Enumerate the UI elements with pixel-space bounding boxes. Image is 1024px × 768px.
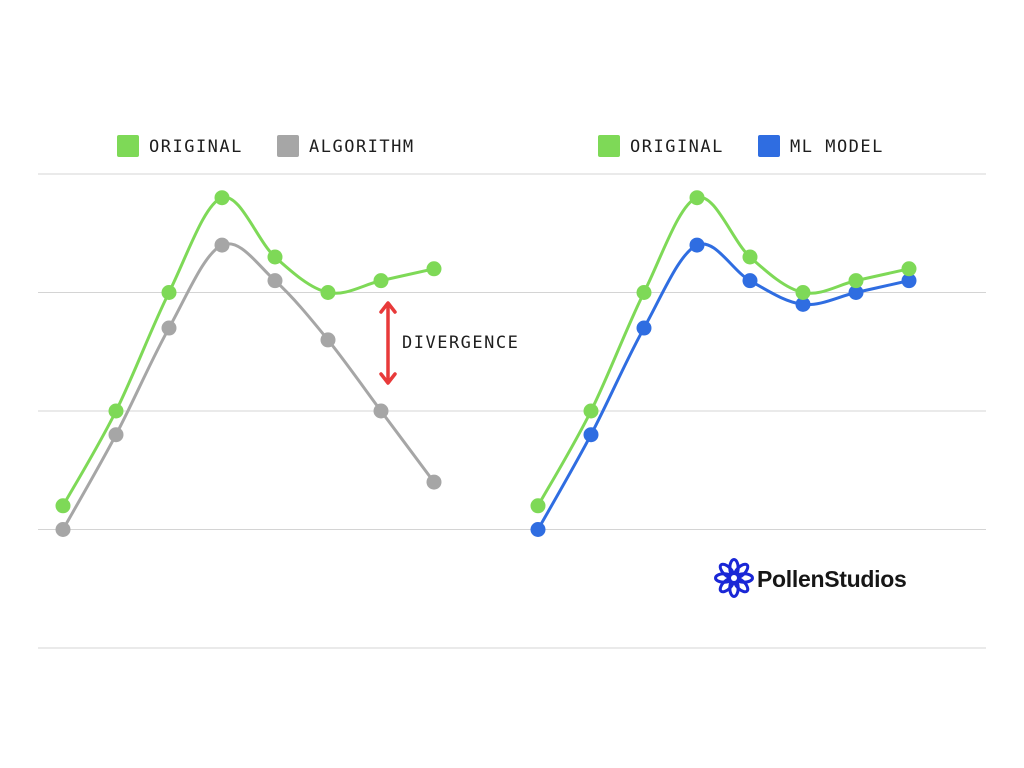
legend-label-original: ORIGINAL: [149, 137, 243, 157]
data-point-algorithm: [373, 403, 389, 419]
legend-swatch-algorithm: [277, 135, 299, 157]
legend-swatch-original: [598, 135, 620, 157]
data-point-ml-model: [901, 273, 917, 289]
series-line-original: [61, 195, 436, 508]
series-points: [55, 190, 442, 537]
data-point-original: [689, 190, 705, 206]
data-point-ml-model: [530, 522, 546, 537]
data-point-ml-model: [689, 237, 705, 253]
data-point-algorithm: [108, 427, 124, 443]
data-point-original: [55, 498, 71, 514]
data-point-original: [848, 273, 864, 289]
data-point-ml-model: [583, 427, 599, 443]
legend-label-algorithm: ALGORITHM: [309, 137, 415, 157]
data-point-original: [267, 249, 283, 265]
series-points: [530, 190, 917, 537]
legend: ORIGINAL ML MODEL: [598, 135, 884, 157]
series-lines: [536, 195, 911, 531]
data-point-algorithm: [320, 332, 336, 348]
data-point-original: [214, 190, 230, 206]
data-point-ml-model: [795, 296, 811, 312]
data-point-algorithm: [426, 474, 442, 490]
flower-center: [731, 575, 737, 581]
data-point-algorithm: [161, 320, 177, 336]
legend-swatch-ml-model: [758, 135, 780, 157]
divergence-annotation: DIVERGENCE: [379, 301, 519, 385]
data-point-original: [795, 285, 811, 300]
gridlines: [38, 173, 986, 649]
brand-logo: PollenStudios: [714, 558, 907, 598]
data-point-original: [373, 273, 389, 289]
data-point-original: [108, 403, 124, 419]
legend: ORIGINAL ALGORITHM: [117, 135, 415, 157]
data-point-original: [583, 403, 599, 419]
data-point-original: [636, 285, 652, 300]
data-point-ml-model: [742, 273, 758, 289]
data-point-ml-model: [636, 320, 652, 336]
flower-icon: [714, 558, 754, 598]
brand-name: PollenStudios: [757, 566, 906, 592]
data-point-ml-model: [848, 285, 864, 300]
divergence-arrowhead-top: [379, 301, 397, 314]
legend-label-ml-model: ML MODEL: [790, 137, 884, 157]
chart-ml-model-comparison: ORIGINAL ML MODEL: [530, 135, 917, 537]
data-point-algorithm: [55, 522, 71, 537]
data-point-original: [901, 261, 917, 277]
divergence-arrowhead-bottom: [379, 372, 397, 385]
series-line-original: [536, 195, 911, 508]
data-point-algorithm: [267, 273, 283, 289]
series-lines: [61, 195, 436, 531]
divergence-label: DIVERGENCE: [402, 333, 519, 353]
legend-swatch-original: [117, 135, 139, 157]
chart-algorithm-comparison: ORIGINAL ALGORITHM DIVERGENCE: [55, 135, 519, 537]
legend-label-original: ORIGINAL: [630, 137, 724, 157]
data-point-original: [742, 249, 758, 265]
data-point-algorithm: [214, 237, 230, 253]
data-point-original: [530, 498, 546, 514]
data-point-original: [426, 261, 442, 277]
data-point-original: [161, 285, 177, 300]
data-point-original: [320, 285, 336, 300]
